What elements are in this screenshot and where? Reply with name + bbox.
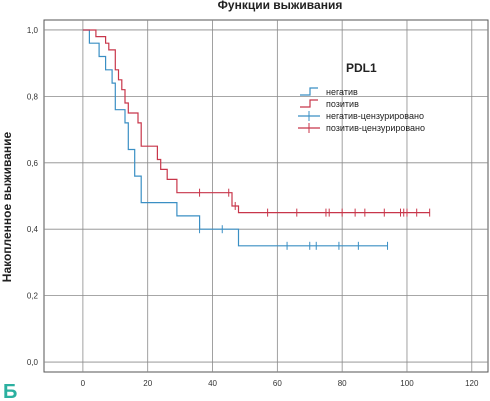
x-tick-labels: 0 20 40 60 80 100 120 [81,379,479,388]
y-tick-label: 1,0 [27,26,39,35]
y-tick-label: 0,0 [27,358,39,367]
y-tick-label: 0,4 [27,225,39,234]
survival-curve-negative [82,29,388,247]
legend-item: негатив-цензурировано [298,111,424,121]
legend-swatch-step [300,87,318,96]
y-tick-label: 0,2 [27,292,39,301]
y-tick-labels: 0,0 0,2 0,4 0,6 0,8 1,0 [27,26,39,367]
series-layer [82,29,431,250]
x-tick-label: 120 [465,379,479,388]
legend-label: негатив-цензурировано [326,111,424,121]
y-tick-label: 0,6 [27,159,39,168]
gridlines [44,20,488,372]
legend-label: негатив [326,87,358,97]
plot-frame [43,19,489,373]
legend-item: позитив-цензурировано [298,123,425,133]
chart-title: Функции выживания [218,0,343,12]
legend-title: PDL1 [346,61,377,75]
legend-label: позитив-цензурировано [326,123,425,133]
survival-curve-positive [82,29,430,214]
legend-item: позитив [300,99,359,109]
x-tick-label: 0 [81,379,86,388]
legend-swatch-step [300,99,318,108]
legend-item: негатив [300,87,358,97]
x-tick-label: 60 [273,379,282,388]
legend: PDL1 негатив позитив негатив-цензурировано… [298,61,425,133]
y-tick-label: 0,8 [27,92,39,101]
x-tick-label: 20 [143,379,152,388]
legend-label: позитив [326,99,359,109]
x-tick-label: 80 [338,379,347,388]
y-axis-label: Накопленное выживание [0,131,14,282]
x-tick-label: 100 [400,379,414,388]
panel-letter: Б [3,381,17,401]
x-tick-label: 40 [208,379,217,388]
